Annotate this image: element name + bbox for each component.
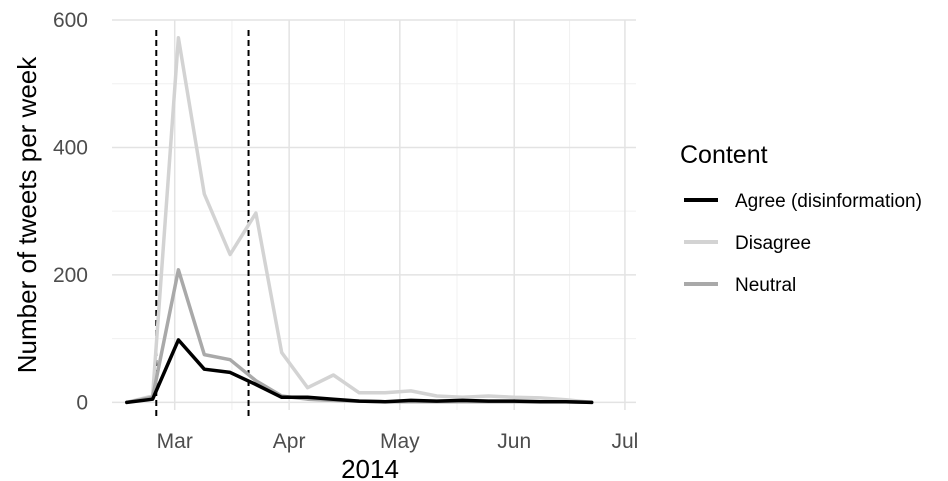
legend-title: Content xyxy=(680,141,768,169)
x-tick-label: Jul xyxy=(611,430,638,453)
x-tick-label: May xyxy=(380,430,420,453)
x-axis-ticks: Mar Apr May Jun Jul xyxy=(157,430,639,453)
y-tick-label: 600 xyxy=(53,9,88,32)
y-tick-label: 0 xyxy=(76,391,88,414)
series-line xyxy=(125,268,594,405)
series-line xyxy=(125,36,594,405)
data-series xyxy=(125,36,594,405)
y-tick-label: 400 xyxy=(53,136,88,159)
y-axis-title: Number of tweets per week xyxy=(12,56,42,373)
x-tick-label: Apr xyxy=(273,430,306,453)
legend-label: Disagree xyxy=(735,233,811,254)
legend-label: Neutral xyxy=(735,275,796,296)
x-axis-title: 2014 xyxy=(341,454,399,481)
series-line xyxy=(125,338,594,405)
legend: Content Agree (disinformation) Disagree Ne… xyxy=(680,141,922,296)
x-tick-label: Mar xyxy=(157,430,193,453)
y-axis-ticks: 0 200 400 600 xyxy=(53,9,88,414)
legend-label: Agree (disinformation) xyxy=(735,191,922,212)
y-tick-label: 200 xyxy=(53,264,88,287)
x-tick-label: Jun xyxy=(497,430,531,453)
